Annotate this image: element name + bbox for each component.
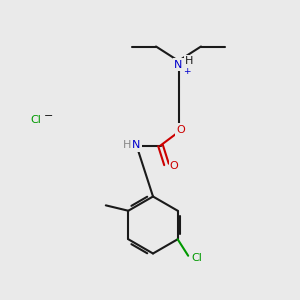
Text: −: −	[44, 111, 53, 122]
Text: Cl: Cl	[191, 253, 202, 263]
Text: H: H	[123, 140, 131, 151]
Text: N: N	[132, 140, 141, 151]
Text: O: O	[176, 124, 185, 135]
Text: N: N	[174, 59, 183, 70]
Text: +: +	[183, 68, 191, 76]
Text: O: O	[169, 161, 178, 171]
Text: Cl: Cl	[31, 115, 41, 125]
Text: H: H	[185, 56, 193, 66]
